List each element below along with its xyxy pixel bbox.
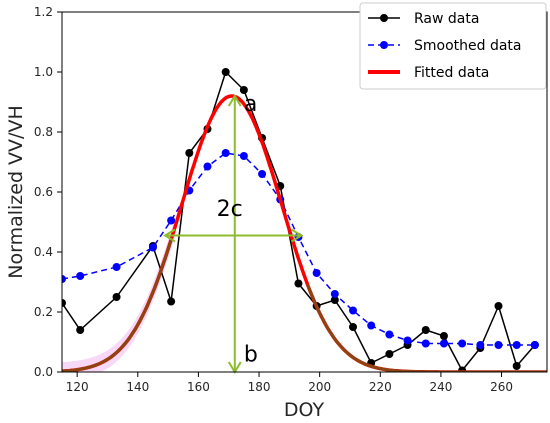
annotation-b: b: [244, 343, 258, 368]
raw-data-point: [439, 332, 448, 340]
smoothed-data-point: [403, 336, 412, 345]
legend-item: Smoothed data: [368, 38, 522, 54]
y-tick-label: 0.8: [34, 125, 53, 139]
smoothed-data-point: [530, 341, 539, 349]
amplitude-guide-top-arrowhead: [227, 94, 242, 107]
x-tick-label: 160: [187, 380, 210, 394]
x-tick-label: 200: [308, 380, 331, 394]
annotation-2c: 2c: [217, 197, 243, 222]
x-tick-label: 220: [369, 380, 392, 394]
smoothed-data-point: [239, 152, 248, 160]
y-axis-title: Normalized VV/VH: [5, 105, 27, 278]
smoothed-data-point: [112, 263, 121, 271]
x-tick-label: 120: [66, 380, 89, 394]
smoothed-data-point: [221, 149, 230, 157]
raw-data-point: [421, 326, 430, 334]
y-tick-label: 1.2: [34, 5, 53, 19]
fitted-left-tail: [62, 239, 173, 372]
smoothed-data-point: [476, 341, 485, 349]
width-guide-right-arrowhead: [290, 228, 304, 243]
legend-item: Raw data: [368, 11, 479, 27]
smoothed-data-point: [148, 243, 157, 252]
raw-data-point: [76, 326, 85, 334]
legend: Raw data Smoothed data Fitted data: [359, 2, 547, 90]
smoothed-data-point: [385, 330, 394, 339]
smoothed-data-point: [439, 339, 448, 348]
smoothed-data-point: [330, 290, 339, 298]
y-tick-label: 0.4: [34, 245, 53, 259]
y-tick-label: 0.0: [34, 365, 53, 379]
raw-data-point: [385, 350, 394, 358]
raw-data-point: [112, 293, 121, 301]
legend-label: Raw data: [414, 11, 479, 27]
raw-data-point: [62, 299, 66, 307]
raw-data-point: [349, 323, 357, 331]
raw-data-point: [185, 149, 194, 157]
smoothed-data-point: [367, 321, 376, 330]
legend-box: [359, 2, 547, 90]
smoothed-data-point: [458, 339, 467, 348]
legend-item: Fitted data: [368, 65, 489, 81]
smoothed-data-point: [494, 341, 503, 349]
smoothed-data-point: [349, 306, 357, 315]
smoothed-data-point: [203, 162, 212, 171]
x-tick-label: 260: [490, 380, 513, 394]
raw-data-point: [330, 296, 339, 304]
raw-data-point: [221, 68, 230, 76]
raw-data-point: [239, 86, 248, 94]
smoothed-data-point: [258, 170, 267, 178]
smoothed-data-point: [62, 275, 66, 283]
smoothed-data-point: [167, 216, 176, 225]
legend-swatch-marker: [380, 14, 388, 22]
x-tick-label: 240: [429, 380, 452, 394]
raw-data-point: [167, 297, 176, 306]
width-guide-left-arrowhead: [163, 228, 176, 243]
smoothed-data-point: [512, 341, 521, 349]
legend-label: Smoothed data: [414, 38, 522, 54]
raw-data-point: [512, 362, 521, 370]
smoothed-data-point: [312, 269, 321, 277]
annotation-a: a: [244, 92, 257, 117]
smoothed-data-point: [421, 339, 430, 348]
smoothed-data-line: [62, 152, 535, 346]
y-tick-label: 0.2: [34, 305, 53, 319]
x-axis-title: DOY: [284, 399, 325, 421]
raw-data-point: [494, 302, 503, 310]
raw-data-point: [294, 279, 303, 288]
legend-swatch-marker: [380, 41, 388, 49]
x-tick-label: 140: [126, 380, 149, 394]
x-tick-label: 180: [248, 380, 271, 394]
legend-label: Fitted data: [414, 65, 489, 81]
y-tick-label: 1.0: [34, 65, 53, 79]
smoothed-data-point: [76, 272, 85, 280]
y-tick-label: 0.6: [34, 185, 53, 199]
